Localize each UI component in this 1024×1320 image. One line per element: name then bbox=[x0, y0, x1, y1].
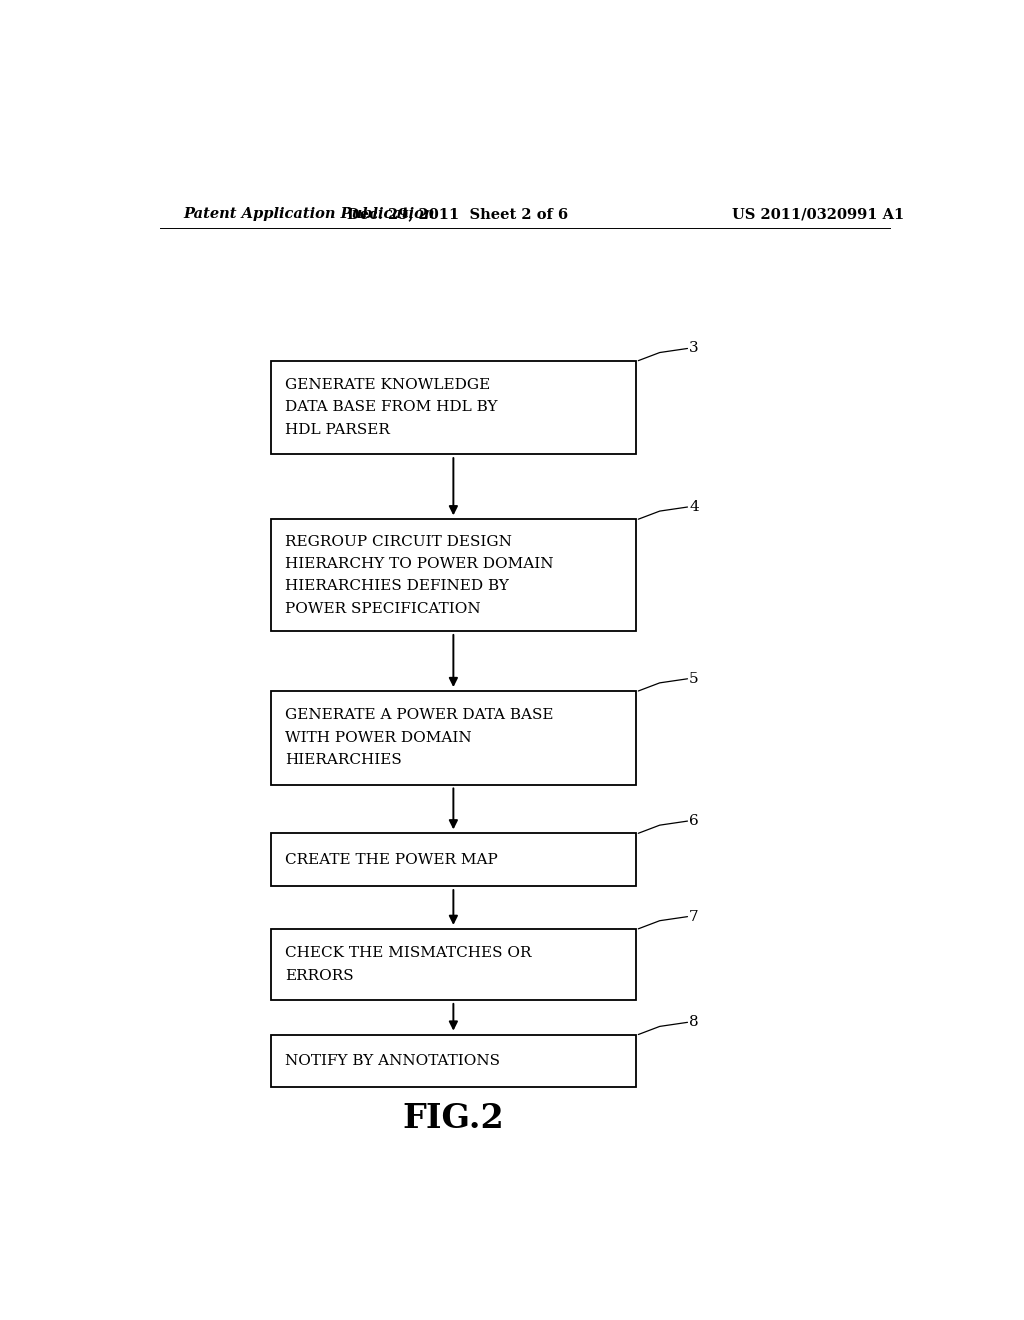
Text: POWER SPECIFICATION: POWER SPECIFICATION bbox=[285, 602, 480, 615]
Text: Dec. 29, 2011  Sheet 2 of 6: Dec. 29, 2011 Sheet 2 of 6 bbox=[347, 207, 568, 222]
Text: GENERATE A POWER DATA BASE: GENERATE A POWER DATA BASE bbox=[285, 709, 554, 722]
Text: CREATE THE POWER MAP: CREATE THE POWER MAP bbox=[285, 853, 498, 867]
Text: HIERARCHIES: HIERARCHIES bbox=[285, 754, 401, 767]
Text: HIERARCHIES DEFINED BY: HIERARCHIES DEFINED BY bbox=[285, 579, 509, 593]
Text: WITH POWER DOMAIN: WITH POWER DOMAIN bbox=[285, 731, 472, 744]
Text: ERRORS: ERRORS bbox=[285, 969, 353, 982]
Text: FIG.2: FIG.2 bbox=[402, 1102, 504, 1135]
Text: 4: 4 bbox=[689, 500, 698, 513]
Bar bbox=[270, 690, 636, 784]
Text: GENERATE KNOWLEDGE: GENERATE KNOWLEDGE bbox=[285, 378, 490, 392]
Bar bbox=[270, 1035, 636, 1088]
Text: REGROUP CIRCUIT DESIGN: REGROUP CIRCUIT DESIGN bbox=[285, 535, 512, 549]
Text: 3: 3 bbox=[689, 342, 698, 355]
Text: HIERARCHY TO POWER DOMAIN: HIERARCHY TO POWER DOMAIN bbox=[285, 557, 554, 572]
Text: CHECK THE MISMATCHES OR: CHECK THE MISMATCHES OR bbox=[285, 946, 531, 960]
Text: 7: 7 bbox=[689, 909, 698, 924]
Bar bbox=[270, 833, 636, 886]
Bar bbox=[270, 519, 636, 631]
Bar bbox=[270, 929, 636, 1001]
Text: 5: 5 bbox=[689, 672, 698, 686]
Text: DATA BASE FROM HDL BY: DATA BASE FROM HDL BY bbox=[285, 400, 498, 414]
Text: HDL PARSER: HDL PARSER bbox=[285, 422, 390, 437]
Text: NOTIFY BY ANNOTATIONS: NOTIFY BY ANNOTATIONS bbox=[285, 1053, 500, 1068]
Text: 6: 6 bbox=[689, 814, 698, 828]
Text: Patent Application Publication: Patent Application Publication bbox=[183, 207, 435, 222]
Text: US 2011/0320991 A1: US 2011/0320991 A1 bbox=[732, 207, 904, 222]
Bar bbox=[270, 360, 636, 454]
Text: 8: 8 bbox=[689, 1015, 698, 1030]
